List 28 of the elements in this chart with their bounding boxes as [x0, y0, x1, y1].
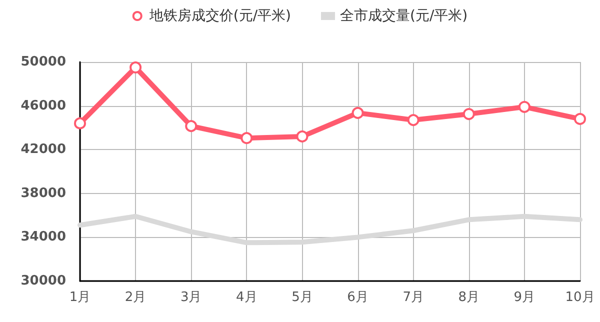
x-tick-label: 2月: [124, 290, 146, 305]
y-tick-label: 50000: [20, 54, 66, 70]
point: [240, 132, 253, 144]
x-tick-label: 5月: [292, 290, 313, 305]
x-tick-label: 1月: [69, 290, 91, 305]
x-tick-label: 7月: [402, 290, 424, 305]
legend-label: 地铁房成交价(元/平米): [148, 8, 291, 24]
legend-label: 全市成交量(元/平米): [340, 8, 468, 24]
point: [74, 117, 86, 130]
point: [185, 120, 198, 132]
point: [518, 100, 530, 113]
x-tick-label: 10月: [565, 290, 595, 305]
x-tick-label: 8月: [458, 290, 480, 305]
point: [352, 106, 364, 119]
y-tick-label: 38000: [20, 186, 66, 201]
x-tick-label: 4月: [236, 290, 258, 305]
y-tick-label: 46000: [20, 98, 66, 114]
x-tick-label: 3月: [180, 290, 202, 305]
point: [130, 61, 142, 74]
point: [407, 114, 420, 126]
x-tick-label: 9月: [514, 290, 536, 305]
point: [296, 130, 308, 142]
point: [462, 108, 475, 120]
x-tick-label: 6月: [347, 290, 368, 305]
y-tick-label: 34000: [20, 230, 66, 245]
point: [574, 112, 586, 125]
y-tick-label: 42000: [20, 142, 66, 158]
y-tick-label: 30000: [20, 274, 66, 288]
